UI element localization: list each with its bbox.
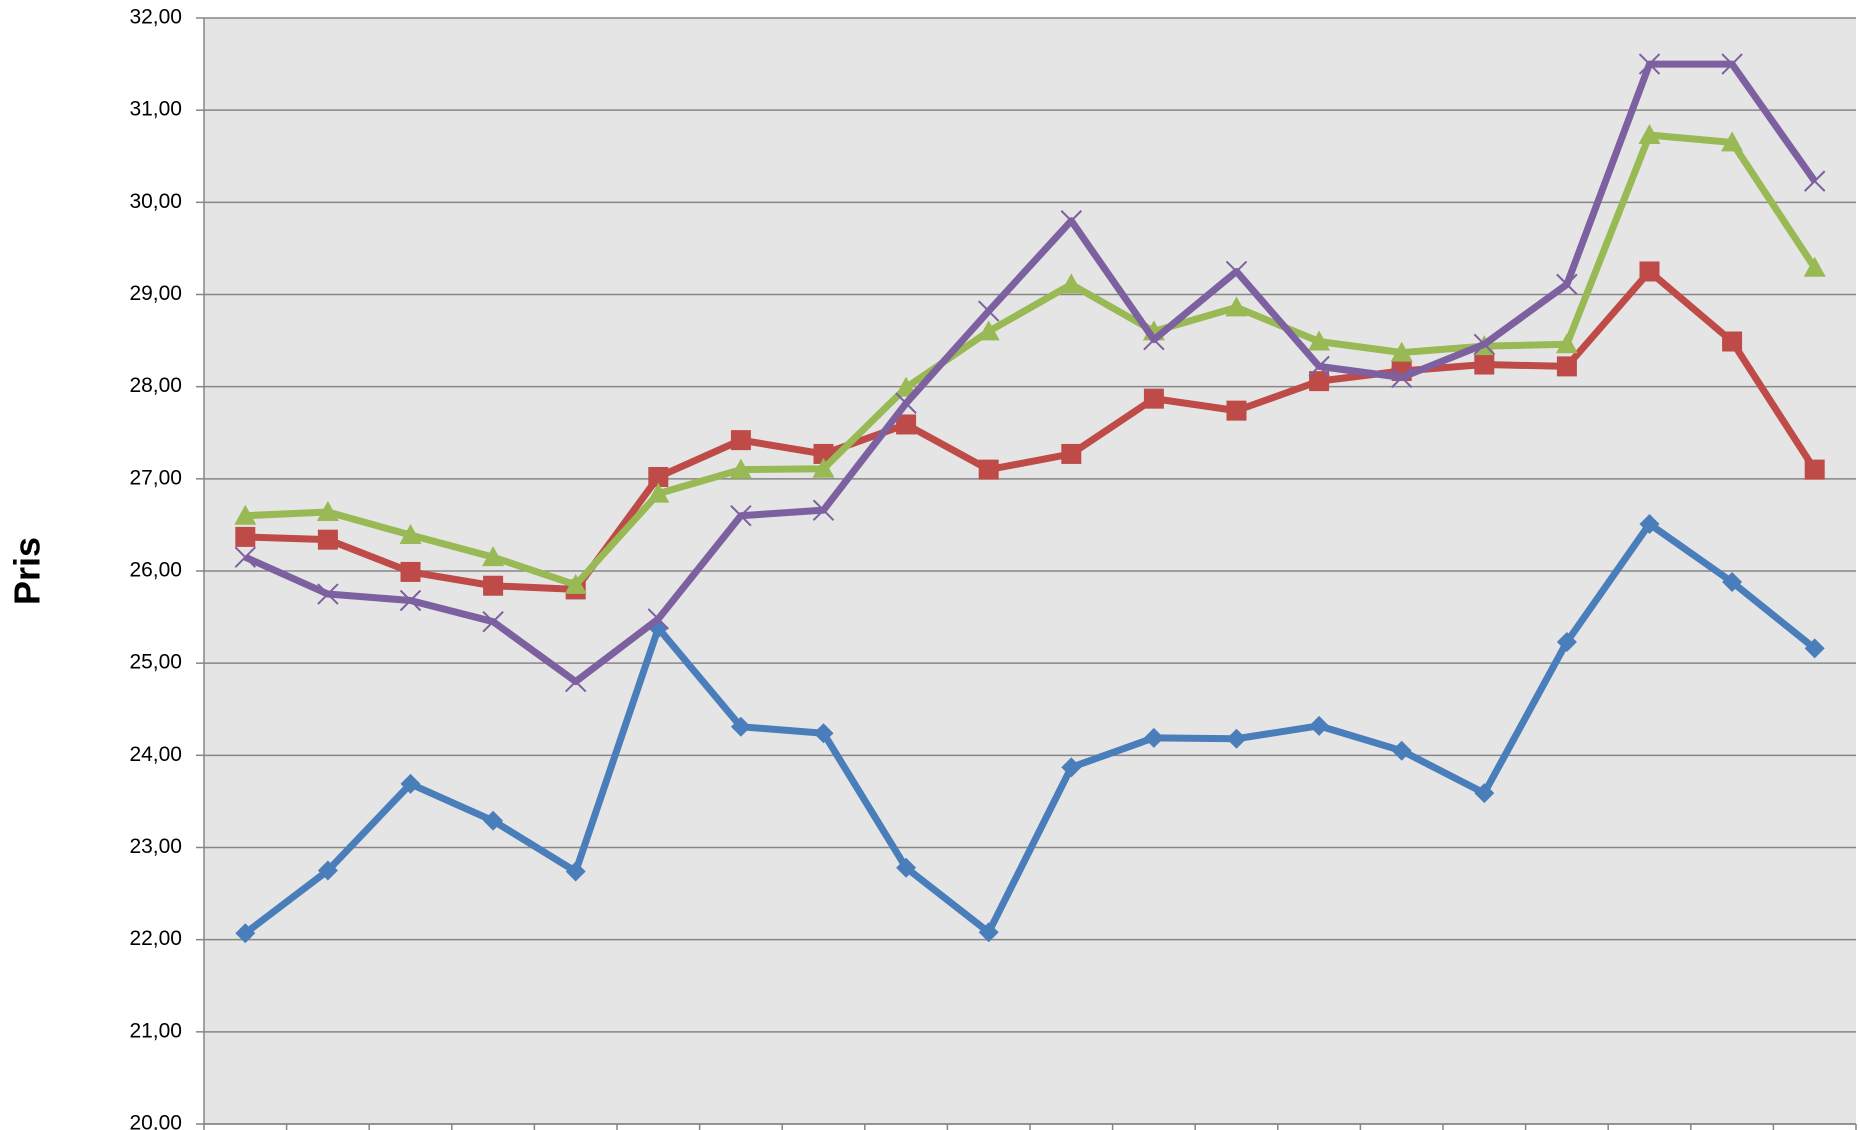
y-tick-label: 23,00 [129, 835, 182, 858]
point [1061, 443, 1082, 464]
point [1803, 170, 1826, 192]
point [483, 810, 504, 831]
point [648, 466, 669, 487]
point [483, 575, 504, 596]
point [1143, 727, 1164, 748]
point [482, 546, 505, 567]
point [1225, 296, 1248, 317]
point [1803, 256, 1826, 277]
y-tick-label: 28,00 [129, 374, 182, 397]
point [482, 610, 504, 633]
point [235, 526, 256, 547]
y-tick-label: 21,00 [129, 1019, 182, 1042]
point [316, 501, 339, 522]
series-line [243, 520, 1817, 937]
series-line [243, 60, 1818, 686]
point [1308, 355, 1330, 378]
point [1638, 53, 1661, 75]
point [896, 857, 917, 878]
y-tick-label: 22,00 [129, 927, 182, 950]
point [1722, 331, 1743, 352]
point [400, 773, 421, 794]
point [978, 459, 999, 480]
point [730, 504, 752, 527]
point [1391, 740, 1412, 761]
point [1804, 638, 1825, 659]
point [812, 499, 835, 521]
point [895, 392, 917, 414]
y-tick-label: 25,00 [129, 651, 182, 674]
point [1721, 131, 1744, 152]
point [565, 861, 586, 882]
point [1556, 631, 1577, 652]
point [812, 457, 835, 478]
point [399, 589, 422, 612]
point [235, 923, 256, 944]
point [564, 573, 587, 594]
point [1226, 728, 1247, 749]
point [1556, 356, 1577, 377]
point [1143, 328, 1165, 351]
point [895, 376, 918, 397]
point [1308, 330, 1331, 351]
point [1804, 459, 1825, 480]
point [1722, 572, 1743, 593]
y-tick-label: 24,00 [129, 743, 182, 766]
point [647, 482, 670, 503]
point [234, 546, 257, 568]
y-tick-label: 20,00 [129, 1112, 182, 1130]
point [399, 524, 422, 545]
point [317, 529, 338, 550]
y-tick-label: 31,00 [129, 98, 182, 121]
y-tick-label: 30,00 [129, 190, 182, 213]
point [1143, 388, 1164, 409]
point [977, 300, 1000, 322]
point [234, 504, 257, 525]
point [1473, 333, 1496, 355]
point [1639, 513, 1660, 534]
point [1390, 341, 1413, 362]
series-line [245, 267, 1818, 593]
y-tick-label: 27,00 [129, 466, 182, 489]
series-line [245, 131, 1818, 589]
y-tick-label: 26,00 [129, 559, 182, 582]
point [977, 320, 1000, 341]
point [1309, 715, 1330, 736]
point [1390, 366, 1413, 389]
point [1061, 757, 1082, 778]
point [813, 723, 834, 744]
point [1225, 260, 1248, 283]
point [1555, 333, 1578, 354]
point [1638, 124, 1661, 145]
point [317, 860, 338, 881]
point [1226, 400, 1247, 421]
point [1060, 210, 1083, 232]
point [317, 583, 339, 605]
y-tick-label: 29,00 [129, 282, 182, 305]
point [896, 414, 917, 435]
point [978, 922, 999, 943]
point [1721, 53, 1743, 75]
point [1556, 273, 1578, 296]
y-tick-label: 32,00 [129, 6, 182, 29]
point [400, 561, 421, 582]
point [647, 608, 670, 630]
point [1060, 273, 1083, 294]
point [729, 458, 752, 479]
point [1639, 261, 1660, 282]
point [1474, 354, 1495, 375]
point [730, 716, 751, 737]
point [1474, 783, 1495, 804]
point [730, 430, 751, 451]
y-axis-title: Pris [7, 537, 48, 605]
point [1309, 371, 1330, 392]
point [564, 670, 587, 693]
